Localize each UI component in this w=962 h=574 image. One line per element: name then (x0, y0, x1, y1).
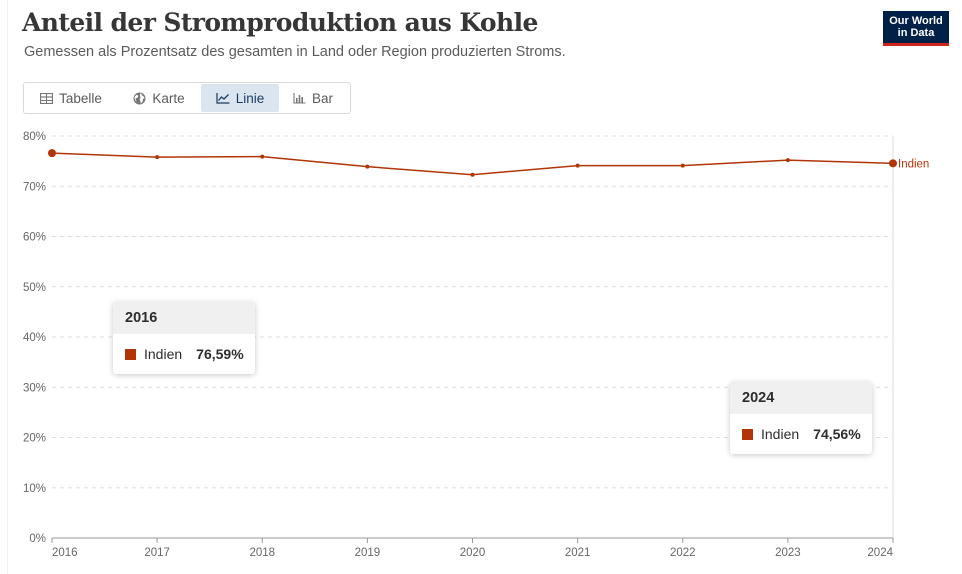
data-point (155, 155, 160, 160)
series-label: Indien (898, 158, 929, 170)
tab-line[interactable]: Linie (201, 84, 279, 112)
data-point (575, 163, 580, 168)
tooltip-year: 2024 (730, 382, 872, 414)
tooltip-2024: 2024 Indien 74,56% (730, 382, 872, 454)
x-tick-label: 2024 (867, 547, 893, 559)
tooltip-value: 76,59% (196, 346, 244, 362)
chart-title: Anteil der Stromproduktion aus Kohle (22, 8, 538, 37)
x-tick-label: 2020 (460, 547, 486, 559)
tooltip-row: Indien 74,56% (730, 414, 872, 454)
tab-map[interactable]: Karte (117, 84, 201, 112)
tooltip-2016: 2016 Indien 76,59% (113, 302, 255, 374)
series-line (51, 152, 894, 176)
logo-line-1: Our World (889, 15, 943, 27)
series-layer: Indien (48, 149, 929, 177)
tab-bar-label: Bar (311, 90, 333, 106)
globe-icon (133, 92, 146, 104)
y-tick-label: 40% (23, 332, 46, 344)
bar-chart-icon (293, 93, 306, 104)
table-icon (40, 92, 54, 104)
data-point (260, 154, 265, 159)
axis-layer: 0% 10% 20% 30% 40% 50% 60% 70% 80% 2016 2017 2018 20… (23, 131, 894, 559)
x-tick-label: 2017 (144, 547, 170, 559)
tooltip-row: Indien 76,59% (113, 334, 255, 374)
y-tick-label: 60% (23, 232, 46, 244)
x-tick-label: 2016 (52, 547, 78, 559)
x-tick-label: 2023 (775, 547, 801, 559)
series-swatch (742, 428, 753, 440)
data-point (365, 164, 370, 169)
x-tick-label: 2021 (565, 547, 591, 559)
tab-table-label: Tabelle (59, 90, 102, 106)
data-point (680, 163, 685, 168)
data-point (785, 158, 790, 163)
chart-subtitle: Gemessen als Prozentsatz des gesamten in… (24, 44, 566, 60)
series-swatch (125, 348, 136, 360)
tab-table[interactable]: Tabelle (25, 84, 117, 112)
tooltip-value: 74,56% (813, 426, 861, 442)
x-tick-label: 2018 (249, 547, 275, 559)
tab-map-label: Karte (152, 90, 185, 106)
y-tick-label: 30% (23, 382, 46, 394)
grid-layer (52, 135, 894, 538)
line-chart-icon (216, 93, 230, 104)
data-point (889, 159, 897, 168)
y-tick-label: 50% (23, 282, 46, 294)
y-tick-label: 0% (29, 533, 46, 545)
tab-bar[interactable]: Bar (279, 84, 347, 112)
tooltip-entity: Indien (144, 346, 183, 362)
tooltip-entity: Indien (761, 426, 800, 442)
tooltip-year: 2016 (113, 302, 255, 334)
data-point (48, 149, 56, 158)
chart-type-tabs: Tabelle Karte Linie Bar (23, 82, 351, 114)
y-tick-label: 20% (23, 433, 46, 445)
divider (7, 0, 8, 574)
owid-logo[interactable]: Our World in Data (883, 11, 949, 46)
logo-line-2: in Data (897, 27, 935, 39)
x-tick-label: 2019 (355, 547, 381, 559)
y-tick-label: 80% (23, 131, 46, 143)
y-tick-label: 70% (23, 181, 46, 193)
y-tick-label: 10% (23, 483, 46, 495)
tab-line-label: Linie (235, 90, 265, 106)
data-point (470, 172, 475, 177)
x-tick-label: 2022 (670, 547, 696, 559)
